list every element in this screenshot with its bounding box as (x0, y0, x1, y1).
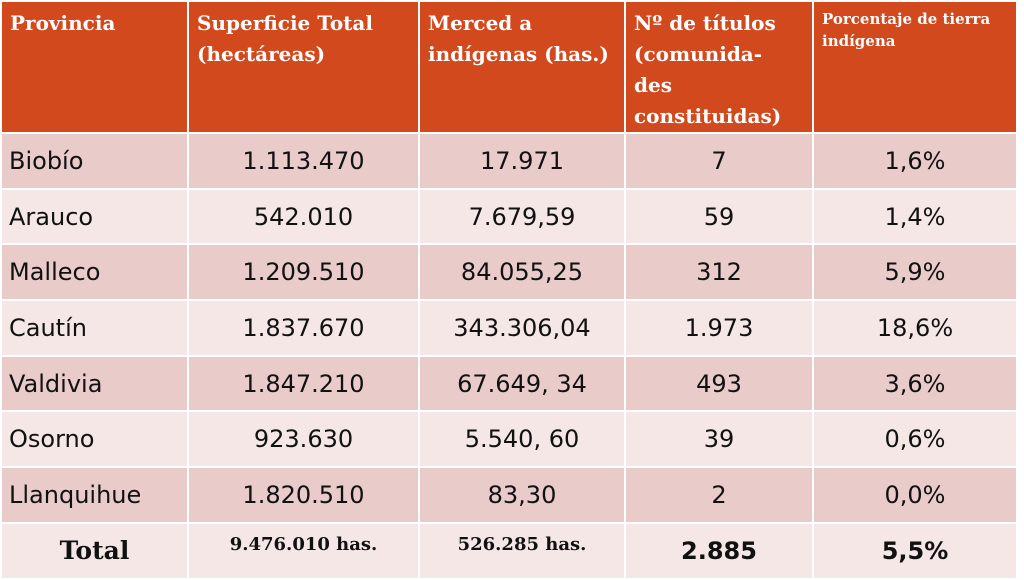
cell-merced: 84.055,25 (418, 243, 626, 302)
total-label: Total (0, 521, 189, 580)
cell-provincia: Llanquihue (0, 466, 189, 524)
total-titulos: 2.885 (624, 521, 814, 580)
cell-superficie: 1.820.510 (187, 466, 420, 524)
total-porcentaje: 5,5% (812, 521, 1018, 580)
table-row: Malleco 1.209.510 84.055,25 312 5,9% (0, 243, 1018, 302)
table-row: Valdivia 1.847.210 67.649, 34 493 3,6% (0, 354, 1018, 413)
cell-titulos: 7 (624, 132, 814, 190)
cell-merced: 17.971 (418, 132, 626, 190)
cell-superficie: 1.847.210 (187, 354, 420, 413)
cell-superficie: 542.010 (187, 187, 420, 246)
cell-superficie: 923.630 (187, 410, 420, 469)
header-superficie-total: Superficie Total (hectáreas) (187, 0, 420, 134)
cell-provincia: Arauco (0, 187, 189, 246)
cell-merced: 83,30 (418, 466, 626, 524)
cell-porcentaje: 1,6% (812, 132, 1018, 190)
total-superficie: 9.476.010 has. (187, 521, 420, 580)
cell-porcentaje: 5,9% (812, 243, 1018, 302)
header-provincia: Provincia (0, 0, 189, 134)
total-row: Total 9.476.010 has. 526.285 has. 2.885 … (0, 521, 1018, 580)
table-row: Arauco 542.010 7.679,59 59 1,4% (0, 187, 1018, 246)
header-numero-titulos: Nº de títulos (comunida- des constituida… (624, 0, 814, 134)
table-row: Osorno 923.630 5.540, 60 39 0,6% (0, 410, 1018, 469)
cell-porcentaje: 18,6% (812, 299, 1018, 357)
cell-superficie: 1.113.470 (187, 132, 420, 190)
table-row: Cautín 1.837.670 343.306,04 1.973 18,6% (0, 299, 1018, 357)
cell-superficie: 1.837.670 (187, 299, 420, 357)
header-porcentaje: Porcentaje de tierra indígena (812, 0, 1018, 134)
cell-merced: 67.649, 34 (418, 354, 626, 413)
table-row: Biobío 1.113.470 17.971 7 1,6% (0, 132, 1018, 190)
cell-titulos: 1.973 (624, 299, 814, 357)
cell-provincia: Malleco (0, 243, 189, 302)
cell-titulos: 39 (624, 410, 814, 469)
cell-provincia: Biobío (0, 132, 189, 190)
cell-porcentaje: 0,6% (812, 410, 1018, 469)
cell-provincia: Osorno (0, 410, 189, 469)
cell-merced: 5.540, 60 (418, 410, 626, 469)
header-row: Provincia Superficie Total (hectáreas) M… (0, 0, 1018, 134)
cell-porcentaje: 3,6% (812, 354, 1018, 413)
cell-titulos: 2 (624, 466, 814, 524)
cell-titulos: 312 (624, 243, 814, 302)
cell-provincia: Valdivia (0, 354, 189, 413)
cell-merced: 343.306,04 (418, 299, 626, 357)
cell-titulos: 493 (624, 354, 814, 413)
cell-porcentaje: 1,4% (812, 187, 1018, 246)
cell-porcentaje: 0,0% (812, 466, 1018, 524)
header-merced-indigenas: Merced a indígenas (has.) (418, 0, 626, 134)
cell-titulos: 59 (624, 187, 814, 246)
cell-merced: 7.679,59 (418, 187, 626, 246)
total-merced: 526.285 has. (418, 521, 626, 580)
cell-superficie: 1.209.510 (187, 243, 420, 302)
table-row: Llanquihue 1.820.510 83,30 2 0,0% (0, 466, 1018, 524)
cell-provincia: Cautín (0, 299, 189, 357)
